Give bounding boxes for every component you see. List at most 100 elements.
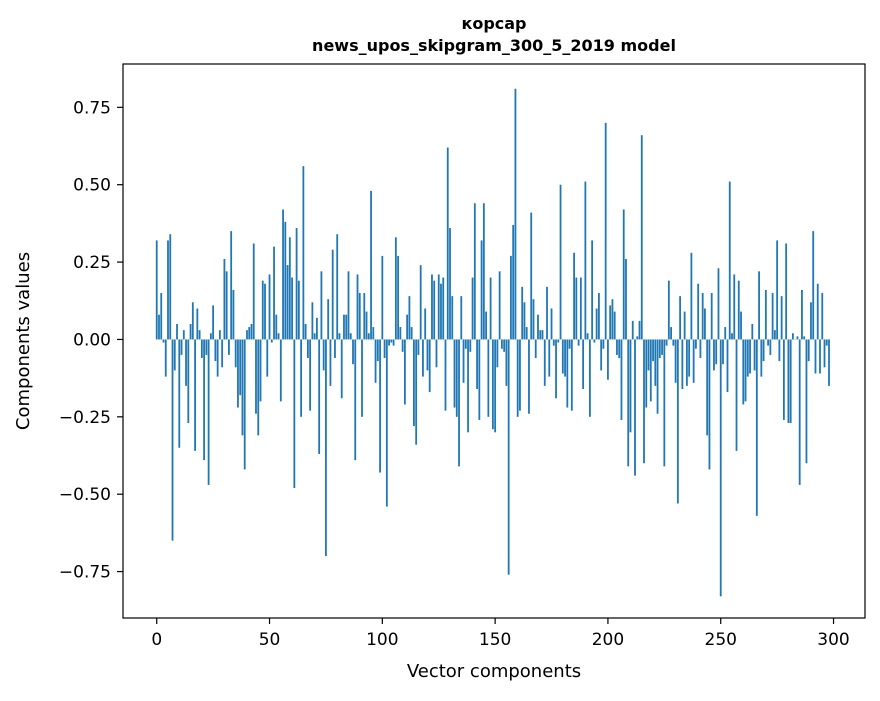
bar-85 [348, 271, 350, 339]
bar-137 [465, 339, 467, 348]
x-tick-label-3: 150 [479, 630, 511, 650]
bar-263 [749, 339, 751, 373]
bar-201 [609, 305, 611, 339]
bar-126 [440, 284, 442, 340]
y-tick-label-4: −0.25 [59, 408, 111, 428]
bar-261 [745, 339, 747, 401]
bar-116 [418, 339, 420, 354]
bar-133 [456, 339, 458, 416]
bar-75 [325, 339, 327, 556]
x-tick-label-1: 50 [259, 630, 281, 650]
bar-43 [253, 244, 255, 340]
bar-149 [492, 339, 494, 429]
bar-145 [483, 203, 485, 339]
bar-127 [442, 278, 444, 340]
bar-241 [700, 339, 702, 358]
bar-290 [810, 302, 812, 339]
x-axis-label: Vector components [407, 661, 581, 682]
bar-61 [293, 339, 295, 488]
bar-66 [305, 324, 307, 339]
bar-150 [494, 339, 496, 432]
bar-180 [562, 339, 564, 373]
bar-40 [246, 330, 248, 339]
bar-93 [366, 312, 368, 340]
bar-156 [508, 339, 510, 574]
bar-113 [411, 327, 413, 339]
bar-167 [533, 299, 535, 339]
bar-151 [496, 339, 498, 367]
bar-289 [808, 339, 810, 361]
bar-293 [817, 284, 819, 340]
bar-51 [271, 339, 273, 342]
bar-68 [309, 339, 311, 410]
bar-236 [688, 339, 690, 376]
bar-83 [343, 315, 345, 340]
bar-218 [648, 339, 650, 370]
bar-33 [230, 231, 232, 339]
bar-102 [386, 339, 388, 506]
bar-266 [756, 339, 758, 515]
bar-188 [580, 278, 582, 340]
bar-177 [555, 339, 557, 398]
bar-194 [593, 339, 595, 342]
bar-232 [679, 296, 681, 339]
x-tick-label-6: 300 [817, 630, 849, 650]
bar-181 [564, 339, 566, 376]
bar-101 [384, 339, 386, 358]
bar-214 [639, 321, 641, 340]
bar-98 [377, 339, 379, 361]
bar-99 [379, 339, 381, 472]
chart-title-line2: news_upos_skipgram_300_5_2019 model [312, 36, 676, 55]
bar-200 [607, 339, 609, 379]
bar-10 [178, 339, 180, 447]
bar-295 [821, 293, 823, 339]
bar-143 [478, 339, 480, 419]
bar-44 [255, 339, 257, 413]
bar-123 [433, 281, 435, 340]
bar-282 [792, 333, 794, 339]
bar-226 [666, 339, 668, 345]
bar-243 [704, 309, 706, 340]
bar-279 [785, 244, 787, 340]
y-tick-label-2: 0.25 [73, 253, 111, 273]
bar-39 [244, 339, 246, 469]
bar-222 [657, 339, 659, 413]
bar-294 [819, 339, 821, 373]
bar-192 [589, 339, 591, 416]
bar-230 [675, 339, 677, 382]
y-tick-label-1: 0.50 [73, 176, 111, 196]
bar-81 [339, 333, 341, 339]
bar-238 [693, 339, 695, 382]
bar-296 [824, 339, 826, 367]
bar-253 [727, 339, 729, 392]
bar-193 [591, 240, 593, 339]
bar-160 [517, 339, 519, 416]
bar-239 [695, 339, 697, 348]
bar-58 [287, 265, 289, 339]
bar-37 [239, 339, 241, 395]
bar-16 [192, 302, 194, 339]
bar-162 [521, 287, 523, 340]
bar-172 [544, 339, 546, 385]
bar-215 [641, 135, 643, 339]
bar-74 [323, 339, 325, 370]
bar-169 [537, 315, 539, 340]
bar-88 [354, 339, 356, 460]
bar-221 [654, 339, 656, 385]
bar-244 [706, 339, 708, 435]
bar-6 [169, 234, 171, 339]
bar-292 [815, 339, 817, 373]
bar-1 [158, 315, 160, 340]
bar-173 [546, 287, 548, 340]
bar-174 [548, 339, 550, 376]
bar-91 [361, 339, 363, 416]
bar-245 [709, 339, 711, 469]
bar-165 [528, 339, 530, 413]
bar-184 [571, 339, 573, 410]
bar-26 [214, 339, 216, 361]
bar-90 [359, 293, 361, 339]
bar-8 [174, 339, 176, 370]
bar-82 [341, 339, 343, 398]
bar-5 [167, 240, 169, 339]
